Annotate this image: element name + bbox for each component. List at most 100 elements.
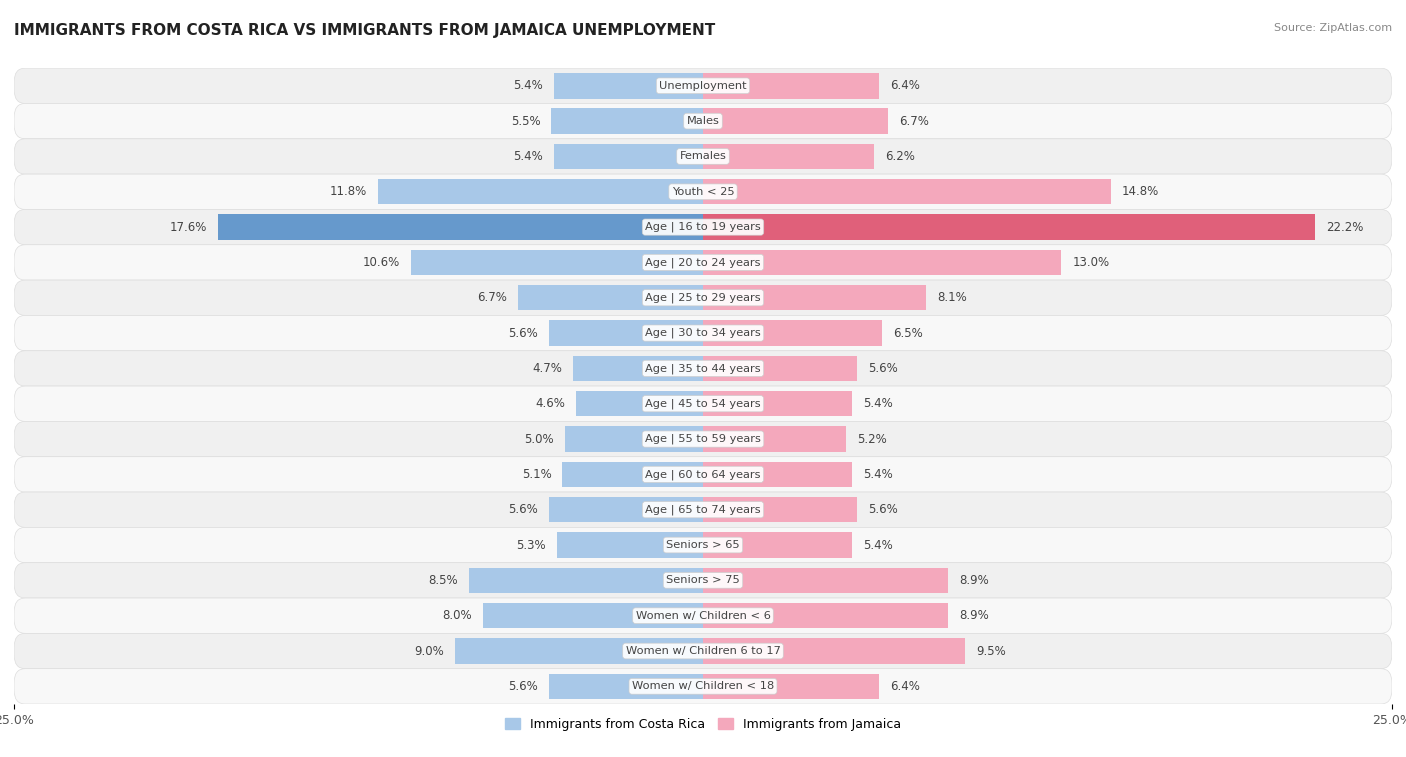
Text: 9.5%: 9.5%	[976, 644, 1005, 658]
Bar	[548, 497, 703, 522]
Bar	[456, 638, 703, 664]
Text: 5.4%: 5.4%	[863, 468, 893, 481]
Text: 8.9%: 8.9%	[959, 574, 988, 587]
FancyBboxPatch shape	[14, 528, 1392, 562]
Text: 8.0%: 8.0%	[441, 609, 471, 622]
Bar	[703, 144, 875, 169]
Text: Age | 20 to 24 years: Age | 20 to 24 years	[645, 257, 761, 268]
Bar	[468, 568, 703, 593]
Text: Women w/ Children < 6: Women w/ Children < 6	[636, 611, 770, 621]
Bar	[574, 356, 703, 381]
FancyBboxPatch shape	[14, 280, 1392, 316]
Text: Age | 65 to 74 years: Age | 65 to 74 years	[645, 504, 761, 515]
Text: 4.6%: 4.6%	[536, 397, 565, 410]
Bar	[703, 285, 927, 310]
Bar	[703, 320, 882, 346]
Text: 10.6%: 10.6%	[363, 256, 399, 269]
Text: Age | 55 to 59 years: Age | 55 to 59 years	[645, 434, 761, 444]
Bar	[703, 497, 858, 522]
FancyBboxPatch shape	[14, 386, 1392, 422]
Bar	[703, 179, 1111, 204]
Text: 5.6%: 5.6%	[508, 503, 537, 516]
Text: Age | 30 to 34 years: Age | 30 to 34 years	[645, 328, 761, 338]
Bar	[548, 674, 703, 699]
Text: Age | 45 to 54 years: Age | 45 to 54 years	[645, 398, 761, 409]
Text: Source: ZipAtlas.com: Source: ZipAtlas.com	[1274, 23, 1392, 33]
Text: 8.9%: 8.9%	[959, 609, 988, 622]
FancyBboxPatch shape	[14, 68, 1392, 104]
FancyBboxPatch shape	[14, 174, 1392, 210]
FancyBboxPatch shape	[14, 492, 1392, 528]
Text: 5.6%: 5.6%	[508, 326, 537, 340]
Text: Age | 25 to 29 years: Age | 25 to 29 years	[645, 292, 761, 303]
Text: Seniors > 65: Seniors > 65	[666, 540, 740, 550]
Bar	[551, 108, 703, 134]
Text: Youth < 25: Youth < 25	[672, 187, 734, 197]
Text: 22.2%: 22.2%	[1326, 220, 1364, 234]
Text: 6.7%: 6.7%	[898, 114, 928, 128]
Text: 6.2%: 6.2%	[884, 150, 915, 163]
Bar	[482, 603, 703, 628]
Text: 8.1%: 8.1%	[938, 291, 967, 304]
Text: 4.7%: 4.7%	[533, 362, 562, 375]
Bar	[411, 250, 703, 275]
Text: 5.4%: 5.4%	[863, 397, 893, 410]
Legend: Immigrants from Costa Rica, Immigrants from Jamaica: Immigrants from Costa Rica, Immigrants f…	[501, 713, 905, 736]
Bar	[519, 285, 703, 310]
Bar	[548, 320, 703, 346]
Text: 11.8%: 11.8%	[329, 185, 367, 198]
FancyBboxPatch shape	[14, 634, 1392, 668]
Bar	[703, 462, 852, 487]
Text: 6.7%: 6.7%	[478, 291, 508, 304]
Bar	[703, 532, 852, 558]
Text: 5.1%: 5.1%	[522, 468, 551, 481]
Text: Age | 60 to 64 years: Age | 60 to 64 years	[645, 469, 761, 480]
FancyBboxPatch shape	[14, 562, 1392, 598]
FancyBboxPatch shape	[14, 668, 1392, 704]
Text: 5.2%: 5.2%	[858, 432, 887, 446]
Text: 6.5%: 6.5%	[893, 326, 922, 340]
Bar	[703, 108, 887, 134]
Bar	[554, 73, 703, 98]
Bar	[576, 391, 703, 416]
FancyBboxPatch shape	[14, 245, 1392, 280]
Text: Age | 16 to 19 years: Age | 16 to 19 years	[645, 222, 761, 232]
Bar	[703, 356, 858, 381]
Text: Women w/ Children 6 to 17: Women w/ Children 6 to 17	[626, 646, 780, 656]
Text: Males: Males	[686, 116, 720, 126]
Text: IMMIGRANTS FROM COSTA RICA VS IMMIGRANTS FROM JAMAICA UNEMPLOYMENT: IMMIGRANTS FROM COSTA RICA VS IMMIGRANTS…	[14, 23, 716, 38]
Text: 5.4%: 5.4%	[513, 79, 543, 92]
Text: Unemployment: Unemployment	[659, 81, 747, 91]
Bar	[703, 638, 965, 664]
Text: Females: Females	[679, 151, 727, 161]
Text: 6.4%: 6.4%	[890, 79, 921, 92]
Bar	[562, 462, 703, 487]
FancyBboxPatch shape	[14, 422, 1392, 456]
Text: 17.6%: 17.6%	[170, 220, 207, 234]
Text: 14.8%: 14.8%	[1122, 185, 1159, 198]
Text: 5.6%: 5.6%	[869, 362, 898, 375]
Text: 5.5%: 5.5%	[510, 114, 540, 128]
Text: Age | 35 to 44 years: Age | 35 to 44 years	[645, 363, 761, 374]
Text: 6.4%: 6.4%	[890, 680, 921, 693]
Bar	[554, 144, 703, 169]
FancyBboxPatch shape	[14, 456, 1392, 492]
FancyBboxPatch shape	[14, 350, 1392, 386]
Bar	[565, 426, 703, 452]
Bar	[703, 391, 852, 416]
Bar	[703, 73, 879, 98]
Bar	[703, 250, 1062, 275]
Text: Seniors > 75: Seniors > 75	[666, 575, 740, 585]
Text: 5.6%: 5.6%	[508, 680, 537, 693]
Bar	[703, 674, 879, 699]
Text: 13.0%: 13.0%	[1073, 256, 1109, 269]
Text: 5.4%: 5.4%	[513, 150, 543, 163]
Bar	[703, 603, 948, 628]
Text: 5.0%: 5.0%	[524, 432, 554, 446]
Bar	[703, 426, 846, 452]
Text: 5.4%: 5.4%	[863, 538, 893, 552]
Bar	[703, 568, 948, 593]
Text: 5.6%: 5.6%	[869, 503, 898, 516]
FancyBboxPatch shape	[14, 210, 1392, 245]
FancyBboxPatch shape	[14, 316, 1392, 350]
